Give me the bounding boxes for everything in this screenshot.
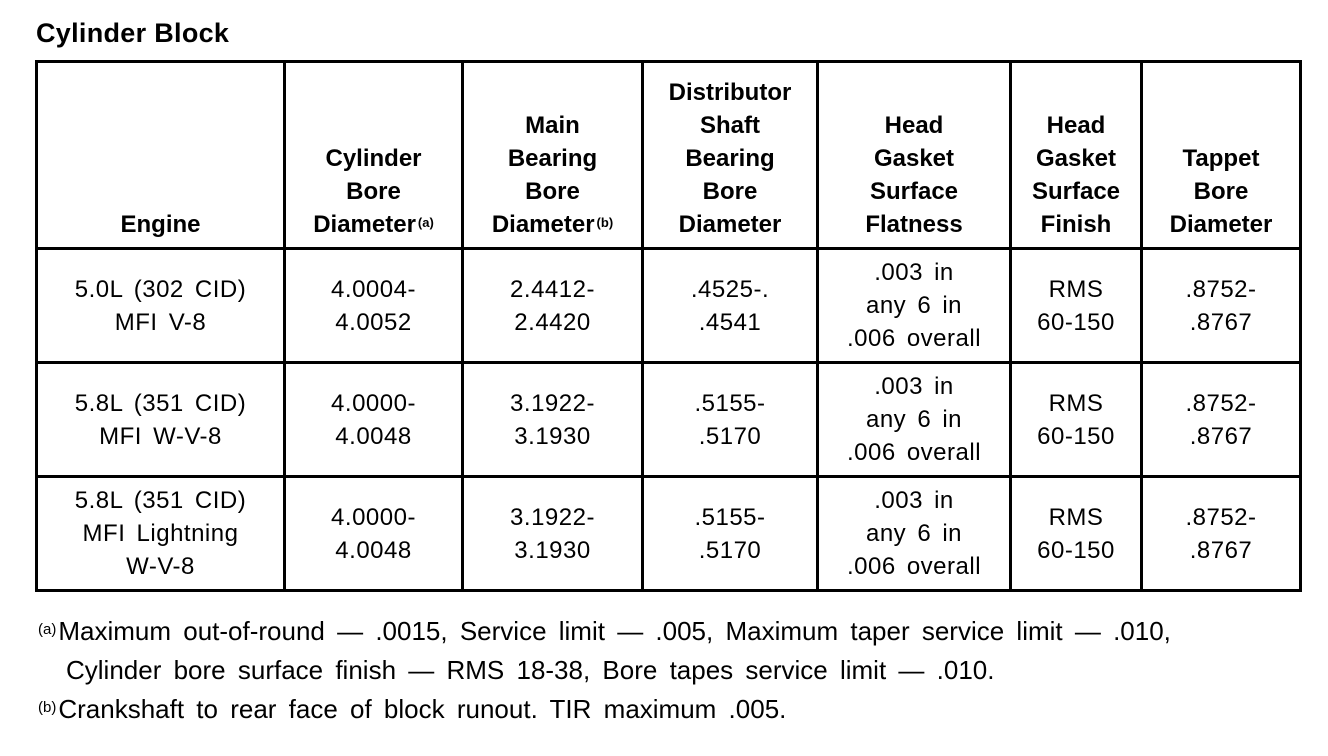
column-header-label: Distributor Shaft Bearing Bore Diameter bbox=[668, 79, 792, 238]
table-cell: 3.1922- 3.1930 bbox=[461, 475, 644, 592]
table-cell: RMS 60-150 bbox=[1009, 247, 1143, 364]
column-header-label: Engine bbox=[120, 211, 201, 238]
footnote-a: (a)Maximum out-of-round — .0015, Service… bbox=[38, 612, 1171, 651]
table-row: 5.8L (351 CID) MFI W-V-8 4.0000- 4.0048 3.… bbox=[35, 361, 1302, 478]
table-cell: .5155- .5170 bbox=[641, 475, 819, 592]
column-header: Cylinder Bore Diameter (a) bbox=[283, 60, 464, 250]
column-header: Head Gasket Surface Flatness bbox=[816, 60, 1012, 250]
table-cell: RMS 60-150 bbox=[1009, 361, 1143, 478]
column-header-label: Main Bearing Bore Diameter bbox=[491, 112, 598, 238]
cylinder-block-spec-table: Engine Cylinder Bore Diameter (a) Main Bear… bbox=[35, 60, 1302, 592]
table-cell: .003 in any 6 in .006 overall bbox=[816, 475, 1012, 592]
column-header-label: Tappet Bore Diameter bbox=[1169, 145, 1273, 238]
table-cell: 3.1922- 3.1930 bbox=[461, 361, 644, 478]
table-cell: .8752- .8767 bbox=[1140, 361, 1302, 478]
table-cell: 2.4412- 2.4420 bbox=[461, 247, 644, 364]
table-cell: RMS 60-150 bbox=[1009, 475, 1143, 592]
footnotes: (a)Maximum out-of-round — .0015, Service… bbox=[38, 612, 1171, 729]
table-cell: 4.0004- 4.0052 bbox=[283, 247, 464, 364]
table-cell: .5155- .5170 bbox=[641, 361, 819, 478]
column-header: Head Gasket Surface Finish bbox=[1009, 60, 1143, 250]
footnote-a-mark: (a) bbox=[38, 621, 57, 638]
table-cell: .8752- .8767 bbox=[1140, 475, 1302, 592]
column-header: Engine bbox=[35, 60, 286, 250]
footnote-b-text: Crankshaft to rear face of block runout.… bbox=[58, 694, 787, 724]
footnote-reference: (a) bbox=[417, 215, 434, 230]
table-row: 5.8L (351 CID) MFI Lightning W-V-8 4.0000… bbox=[35, 475, 1302, 592]
column-header: Distributor Shaft Bearing Bore Diameter bbox=[641, 60, 819, 250]
footnote-a-line-2: Cylinder bore surface finish — RMS 18-38… bbox=[66, 655, 995, 685]
column-header: Tappet Bore Diameter bbox=[1140, 60, 1302, 250]
footnote-reference: (b) bbox=[596, 215, 614, 230]
column-header-label: Head Gasket Surface Finish bbox=[1031, 112, 1121, 238]
section-title: Cylinder Block bbox=[36, 18, 230, 48]
footnote-b: (b)Crankshaft to rear face of block runo… bbox=[38, 690, 1171, 729]
table-cell: 4.0000- 4.0048 bbox=[283, 361, 464, 478]
table-row: 5.0L (302 CID) MFI V-8 4.0004- 4.0052 2.44… bbox=[35, 247, 1302, 364]
table-cell: .4525-. .4541 bbox=[641, 247, 819, 364]
table-cell: 5.8L (351 CID) MFI Lightning W-V-8 bbox=[35, 475, 286, 592]
table-cell: .003 in any 6 in .006 overall bbox=[816, 361, 1012, 478]
column-header-label: Cylinder Bore Diameter bbox=[313, 145, 422, 238]
table-cell: .003 in any 6 in .006 overall bbox=[816, 247, 1012, 364]
column-header-label: Head Gasket Surface Flatness bbox=[865, 112, 963, 238]
footnote-a-text-1: Maximum out-of-round — .0015, Service li… bbox=[58, 616, 1171, 646]
table-cell: 4.0000- 4.0048 bbox=[283, 475, 464, 592]
table-cell: .8752- .8767 bbox=[1140, 247, 1302, 364]
footnote-b-mark: (b) bbox=[38, 699, 57, 716]
table-cell: 5.0L (302 CID) MFI V-8 bbox=[35, 247, 286, 364]
column-header: Main Bearing Bore Diameter (b) bbox=[461, 60, 644, 250]
table-cell: 5.8L (351 CID) MFI W-V-8 bbox=[35, 361, 286, 478]
header-row: Engine Cylinder Bore Diameter (a) Main Bear… bbox=[35, 60, 1302, 250]
